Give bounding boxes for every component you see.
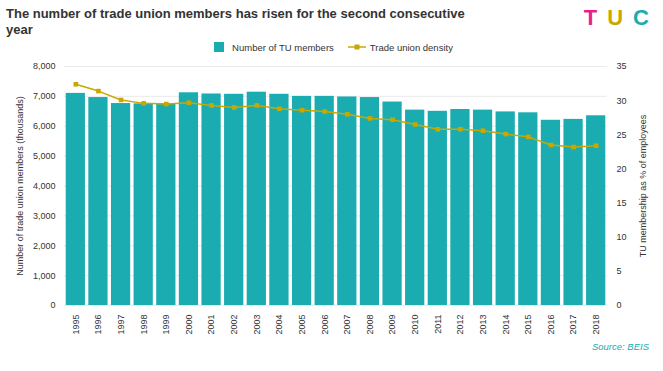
- svg-text:2012: 2012: [455, 315, 465, 335]
- svg-text:25: 25: [617, 130, 627, 140]
- svg-text:2018: 2018: [591, 315, 601, 335]
- svg-text:2014: 2014: [501, 315, 511, 335]
- svg-text:2000: 2000: [184, 315, 194, 335]
- html-text:Source: BEIS: Source: BEIS: [592, 341, 649, 352]
- svg-text:3,000: 3,000: [33, 211, 56, 221]
- svg-text:Number of trade union members: Number of trade union members (thousands…: [15, 96, 25, 276]
- svg-text:2010: 2010: [410, 315, 420, 335]
- svg-text:TU membership as % of employee: TU membership as % of employees: [638, 114, 648, 257]
- svg-text:2,000: 2,000: [33, 241, 56, 251]
- svg-text:2011: 2011: [433, 315, 443, 334]
- svg-text:35: 35: [617, 61, 627, 71]
- svg-text:2005: 2005: [297, 315, 307, 335]
- html-text:Trade union density: Trade union density: [369, 41, 453, 53]
- html-text:C: C: [633, 5, 649, 30]
- svg-text:1997: 1997: [116, 315, 126, 335]
- svg-text:1995: 1995: [71, 315, 81, 335]
- svg-text:30: 30: [617, 96, 627, 106]
- svg-text:5: 5: [617, 266, 622, 276]
- svg-text:2006: 2006: [320, 315, 330, 335]
- html-text:T: T: [583, 5, 598, 30]
- html-text:The number of trade union memb: The number of trade union members has ri…: [6, 6, 465, 37]
- svg-text:2004: 2004: [274, 315, 284, 335]
- svg-text:2009: 2009: [387, 315, 397, 335]
- svg-text:2003: 2003: [252, 315, 262, 335]
- svg-text:1999: 1999: [161, 315, 171, 335]
- svg-text:2013: 2013: [478, 315, 488, 335]
- svg-text:2017: 2017: [568, 315, 578, 335]
- svg-text:15: 15: [617, 198, 627, 208]
- svg-text:1996: 1996: [93, 315, 103, 335]
- svg-text:7,000: 7,000: [33, 91, 56, 101]
- html-text:U: U: [607, 5, 624, 30]
- svg-text:2016: 2016: [546, 315, 556, 335]
- svg-text:2015: 2015: [523, 315, 533, 335]
- svg-text:2008: 2008: [365, 315, 375, 335]
- svg-text:10: 10: [617, 232, 627, 242]
- svg-text:2007: 2007: [342, 315, 352, 335]
- svg-text:20: 20: [617, 164, 627, 174]
- svg-text:2002: 2002: [229, 315, 239, 335]
- svg-text:8,000: 8,000: [33, 61, 56, 71]
- svg-text:2001: 2001: [206, 315, 216, 335]
- svg-text:1,000: 1,000: [33, 271, 56, 281]
- svg-text:1998: 1998: [139, 315, 149, 335]
- svg-text:4,000: 4,000: [33, 181, 56, 191]
- svg-text:0: 0: [617, 300, 622, 310]
- html-text:Number of TU members: Number of TU members: [232, 41, 334, 53]
- svg-text:5,000: 5,000: [33, 151, 56, 161]
- svg-text:0: 0: [50, 300, 55, 310]
- svg-text:6,000: 6,000: [33, 121, 56, 131]
